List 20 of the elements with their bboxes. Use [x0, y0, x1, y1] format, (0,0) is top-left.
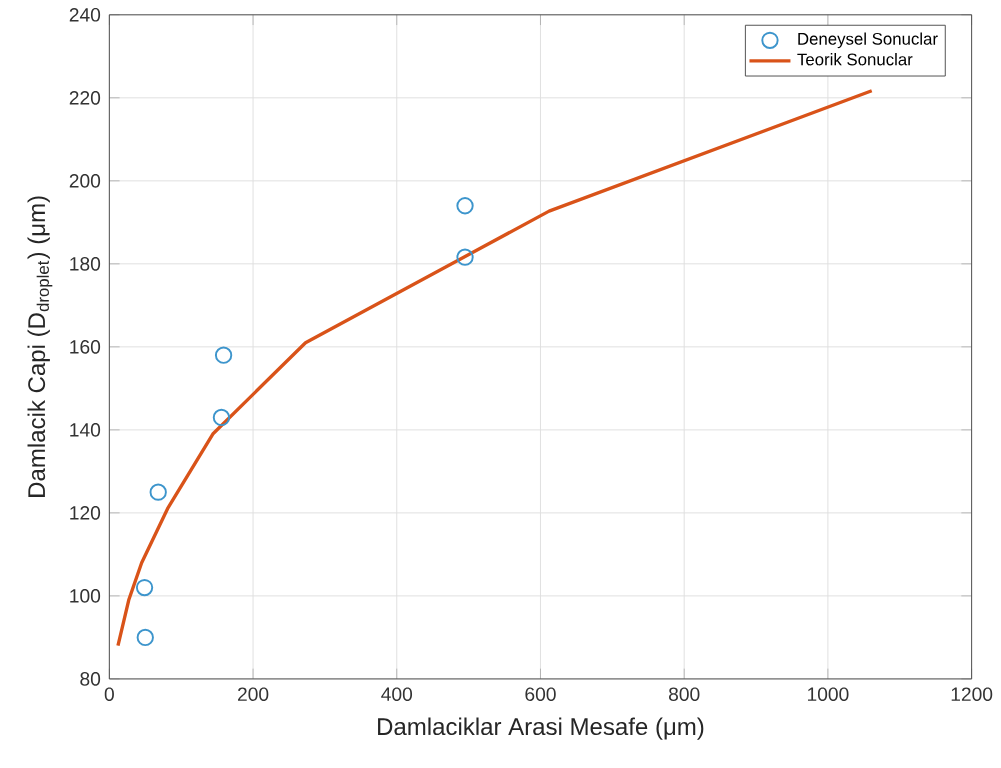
x-tick-label: 400 [381, 687, 413, 702]
y-axis-title: Damlacik Capi (D$_{droplet}$) (μm) [27, 196, 53, 497]
legend-label: Deneysel Sonuclar [798, 32, 938, 49]
x-axis-title: Damlaciklar Arasi Mesafe (μm) [378, 717, 704, 740]
x-tick-label: 200 [238, 687, 269, 702]
y-tick-label: 100 [70, 589, 101, 603]
x-tick-label: 1200 [951, 687, 993, 702]
legend-label: Teorik Sonuclar [797, 53, 913, 66]
y-tick-label: 200 [69, 174, 101, 188]
x-tick-label: 800 [668, 687, 700, 702]
y-tick-label: 180 [70, 257, 101, 271]
x-tick-label: 1000 [808, 687, 849, 702]
y-tick-label: 80 [80, 672, 101, 686]
y-tick-label: 160 [70, 340, 101, 354]
x-tick-label: 0 [104, 687, 114, 702]
y-tick-label: 220 [69, 91, 101, 105]
y-tick-label: 120 [70, 506, 101, 520]
y-tick-label: 240 [69, 8, 101, 22]
x-tick-label: 600 [525, 687, 556, 702]
y-tick-label: 140 [70, 423, 101, 437]
